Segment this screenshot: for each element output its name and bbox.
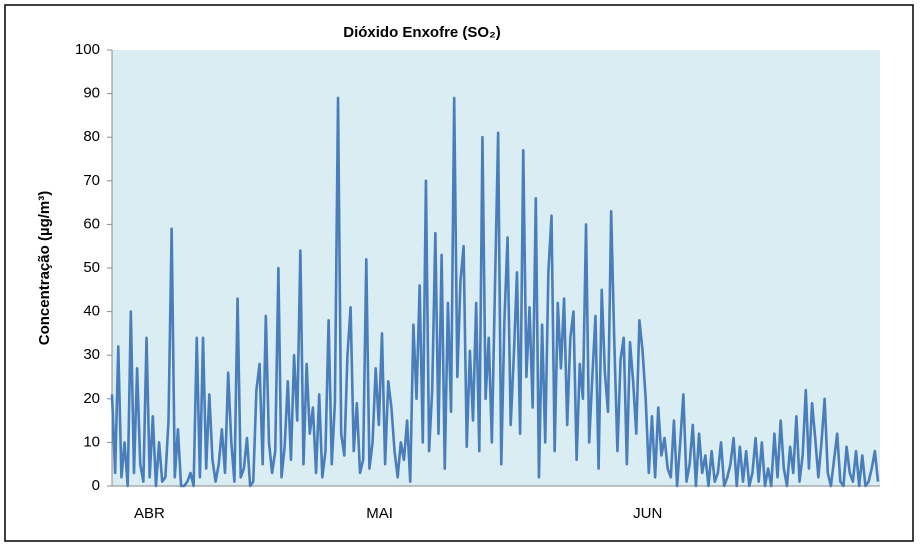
y-tick-label: 50 <box>83 259 100 276</box>
chart-title: Dióxido Enxofre (SO₂) <box>343 24 501 41</box>
y-tick-label: 0 <box>92 477 100 494</box>
y-tick-label: 20 <box>83 390 100 407</box>
y-tick-label: 10 <box>83 433 100 450</box>
y-tick-label: 70 <box>83 172 100 189</box>
y-tick-label: 60 <box>83 215 100 232</box>
x-tick-label: JUN <box>633 505 662 522</box>
y-tick-label: 40 <box>83 303 100 320</box>
y-tick-label: 100 <box>75 41 100 58</box>
y-tick-label: 90 <box>83 85 100 102</box>
x-tick-label: ABR <box>134 505 165 522</box>
y-axis-label: Concentração (µg/m³) <box>36 191 53 346</box>
data-line <box>110 96 880 488</box>
y-tick-label: 30 <box>83 346 100 363</box>
x-tick-label: MAI <box>366 505 393 522</box>
y-tick-label: 80 <box>83 128 100 145</box>
